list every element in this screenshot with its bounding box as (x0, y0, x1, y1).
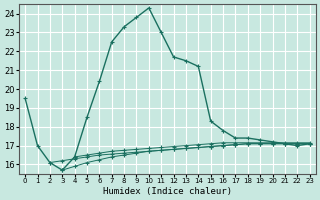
X-axis label: Humidex (Indice chaleur): Humidex (Indice chaleur) (103, 187, 232, 196)
